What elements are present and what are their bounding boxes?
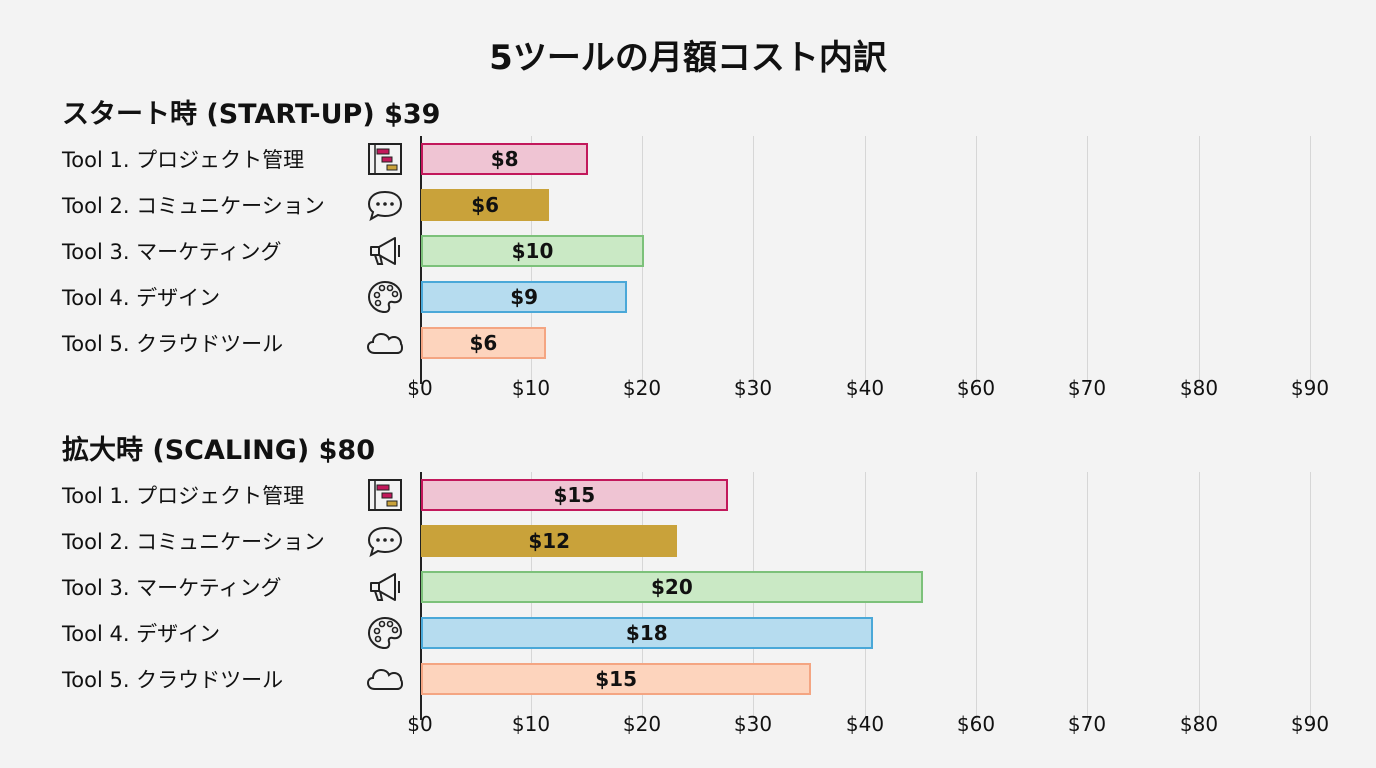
bar: $9 (421, 281, 628, 313)
cloud-icon (366, 661, 404, 697)
bar-data-label: $10 (511, 239, 554, 263)
gridline (1087, 472, 1088, 720)
bar-data-label: $8 (490, 147, 519, 171)
x-tick-label: $30 (733, 712, 773, 736)
bar-data-label: $9 (510, 285, 539, 309)
gridline (976, 136, 977, 384)
palette-icon (366, 279, 404, 315)
megaphone-icon (366, 233, 404, 269)
x-tick-label: $70 (1067, 712, 1107, 736)
bar: $15 (421, 663, 812, 695)
cloud-icon (366, 325, 404, 361)
x-tick-label: $70 (1067, 376, 1107, 400)
gridline (753, 136, 754, 384)
bar: $15 (421, 479, 728, 511)
x-tick-label: $40 (845, 376, 885, 400)
x-tick-label: $10 (511, 376, 551, 400)
chart-title: 5ツールの月額コスト内訳 (489, 38, 887, 78)
gantt-icon (366, 141, 404, 177)
gridline (976, 472, 977, 720)
x-tick-label: $60 (956, 712, 996, 736)
category-label: Tool 1. プロジェクト管理 (62, 484, 305, 508)
x-tick-label: $30 (733, 376, 773, 400)
bar: $6 (421, 189, 550, 221)
gridline (1199, 472, 1200, 720)
category-label: Tool 3. マーケティング (62, 576, 282, 600)
category-label: Tool 3. マーケティング (62, 240, 282, 264)
plot-area: $8 $6 $10 $9 $6 (420, 136, 1335, 384)
bar-data-label: $15 (595, 667, 637, 691)
bar: $20 (421, 571, 923, 603)
bar: $12 (421, 525, 678, 557)
x-tick-label: $10 (511, 712, 551, 736)
x-tick-label: $90 (1290, 712, 1330, 736)
category-label: Tool 4. デザイン (62, 286, 221, 310)
plot-area: $15 $12 $20 $18 $15 (420, 472, 1335, 720)
x-tick-label: $0 (407, 376, 433, 400)
x-tick-label: $80 (1179, 376, 1219, 400)
category-label: Tool 2. コミュニケーション (62, 530, 325, 554)
category-label: Tool 1. プロジェクト管理 (62, 148, 305, 172)
section-title: スタート時 (START-UP) $39 (62, 99, 441, 130)
gantt-icon (366, 477, 404, 513)
category-label: Tool 5. クラウドツール (62, 668, 284, 692)
gridline (1310, 136, 1311, 384)
gridline (1199, 136, 1200, 384)
bar-data-label: $6 (469, 331, 498, 355)
bar-data-label: $18 (625, 621, 668, 645)
bar-data-label: $6 (471, 193, 500, 217)
x-tick-label: $40 (845, 712, 885, 736)
section-title: 拡大時 (SCALING) $80 (62, 435, 376, 466)
bar-data-label: $15 (553, 483, 596, 507)
category-label: Tool 4. デザイン (62, 622, 221, 646)
startup-chart: スタート時 (START-UP) $39 $8 $6 $10 $9 $6 Tool 1. … (0, 92, 1376, 412)
x-tick-label: $80 (1179, 712, 1219, 736)
category-label: Tool 5. クラウドツール (62, 332, 284, 356)
category-label: Tool 2. コミュニケーション (62, 194, 325, 218)
bar: $10 (421, 235, 644, 267)
scaling-chart: 拡大時 (SCALING) $80 $15 $12 $20 $18 $15 Tool 1.… (0, 428, 1376, 748)
x-tick-label: $0 (407, 712, 433, 736)
bar-data-label: $20 (651, 575, 693, 599)
x-tick-label: $20 (622, 376, 662, 400)
gridline (865, 136, 866, 384)
gridline (1310, 472, 1311, 720)
bar-data-label: $12 (528, 529, 571, 553)
x-tick-label: $90 (1290, 376, 1330, 400)
palette-icon (366, 615, 404, 651)
bar: $8 (421, 143, 589, 175)
x-tick-label: $20 (622, 712, 662, 736)
x-tick-label: $60 (956, 376, 996, 400)
megaphone-icon (366, 569, 404, 605)
gridline (1087, 136, 1088, 384)
chat-bubble-icon (366, 187, 404, 223)
chat-bubble-icon (366, 523, 404, 559)
bar: $18 (421, 617, 873, 649)
bar: $6 (421, 327, 546, 359)
